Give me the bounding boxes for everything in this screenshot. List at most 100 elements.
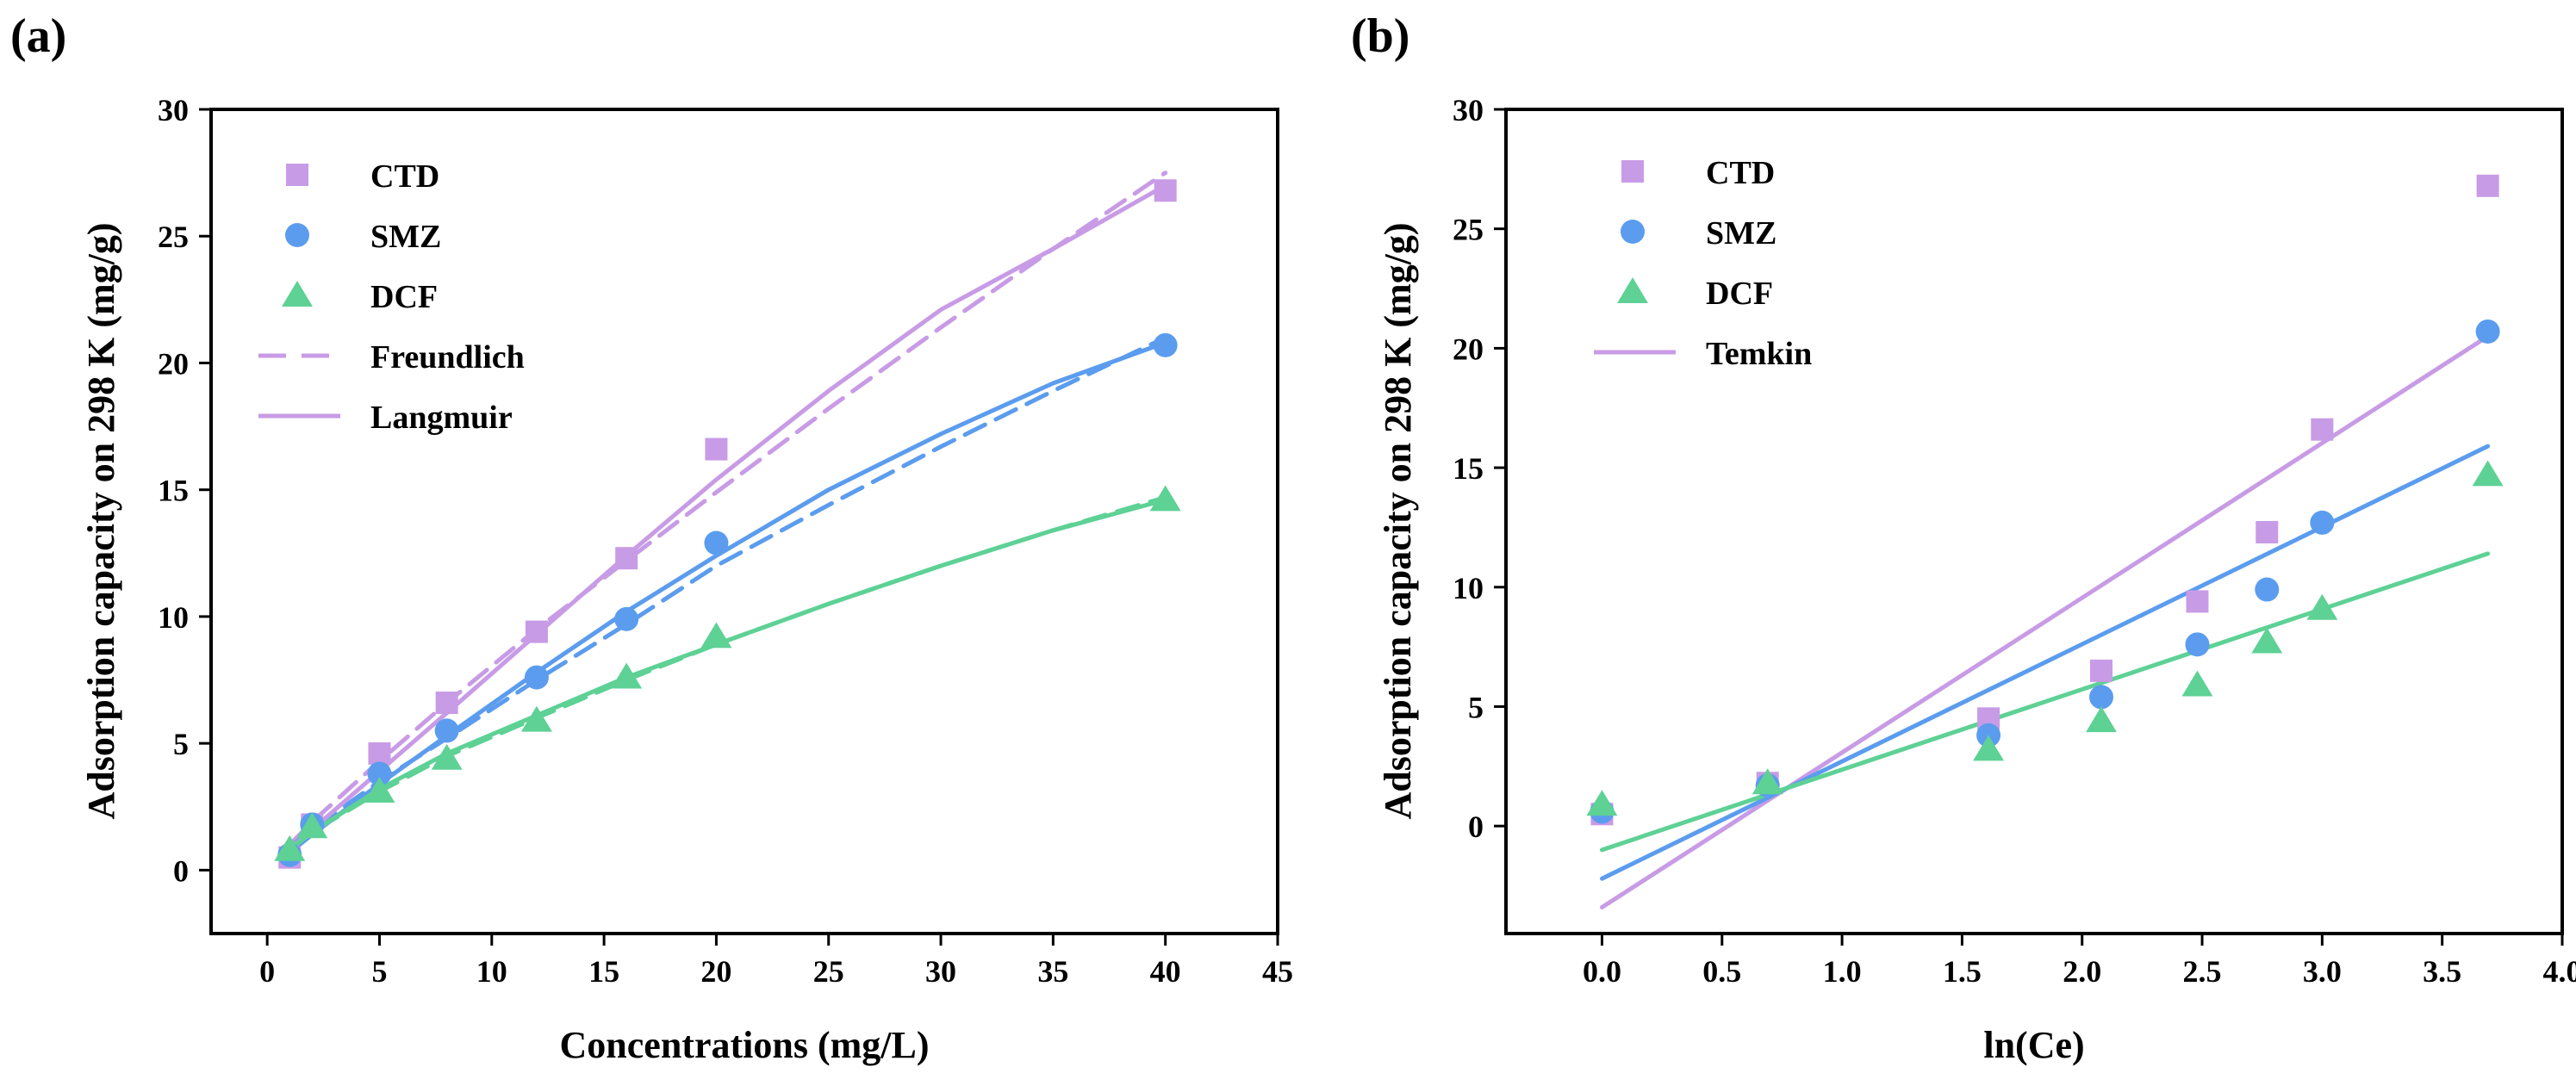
x-axis-label-b: ln(Ce)	[1983, 1024, 2084, 1066]
ctd-point	[615, 547, 638, 570]
y-tick-label: 30	[1453, 93, 1484, 127]
y-tick-label: 0	[1468, 810, 1484, 844]
y-tick-label: 30	[158, 93, 189, 127]
legend-label-smz: SMZ	[1706, 215, 1776, 251]
dcf-point	[700, 622, 732, 648]
ctd-point	[1154, 179, 1177, 202]
y-tick-label: 10	[158, 600, 189, 635]
chart-panel-b: (b) 0.0 0.5 1.0 1.5 2.0 2.5 3.0 3.5 4.0 0 5 10 15 20 2…	[1351, 9, 2576, 1066]
ctd-point	[2090, 659, 2113, 682]
dcf-point	[364, 777, 395, 803]
axes-ticks-b: 0.0 0.5 1.0 1.5 2.0 2.5 3.0 3.5 4.0 0 5 10 15 20 25 30	[1453, 93, 2576, 989]
dcf-point	[2181, 670, 2213, 697]
y-axis-label-a: Adsorption capacity on 298 K (mg/g)	[80, 223, 122, 820]
x-tick-label: 10	[476, 954, 507, 989]
dcf-point	[1973, 735, 2005, 761]
smz-point	[2475, 319, 2500, 344]
x-tick-label: 3.0	[2303, 954, 2342, 989]
x-tick-label: 4.0	[2543, 954, 2576, 989]
x-tick-label: 20	[700, 954, 731, 989]
x-tick-label: 0	[259, 954, 275, 989]
x-tick-label: 25	[813, 954, 844, 989]
chart-panel-a: (a) 0 5 10 15 20 25 30 35 40 45 0 5 10 15 20 25 30 CTD SM…	[10, 9, 1293, 1066]
y-tick-label: 20	[158, 346, 189, 381]
x-tick-label: 30	[925, 954, 956, 989]
plot-frame-b	[1504, 108, 2564, 935]
legend-label-ctd: CTD	[370, 158, 439, 195]
smz-point	[367, 761, 392, 786]
panel-label-b: (b)	[1351, 9, 1409, 63]
temkin-fit-smz	[1600, 444, 2491, 881]
x-tick-label: 45	[1262, 954, 1293, 989]
x-tick-label: 2.0	[2063, 954, 2101, 989]
ctd-point	[525, 620, 548, 643]
legend-label-freundlich: Freundlich	[370, 339, 525, 375]
temkin-fit-ctd	[1600, 334, 2491, 909]
x-tick-label: 0.5	[1702, 954, 1741, 989]
dcf-point	[2251, 627, 2283, 654]
dcf-point	[296, 812, 328, 839]
legend-label-smz: SMZ	[370, 219, 441, 255]
ctd-point	[2256, 520, 2279, 543]
dcf-point	[1149, 485, 1181, 512]
smz-point	[2089, 685, 2114, 710]
ctd-point	[2476, 174, 2499, 197]
ctd-point	[368, 741, 391, 765]
legend-a: CTD SMZ DCF Freundlich Langmuir	[258, 158, 525, 436]
y-axis-label-b: Adsorption capacity on 298 K (mg/g)	[1377, 223, 1419, 820]
axes-ticks-a: 0 5 10 15 20 25 30 35 40 45 0 5 10 15 20 25 30	[158, 93, 1293, 989]
smz-point	[1153, 332, 1178, 357]
dcf-point	[520, 705, 552, 732]
dcf-point	[611, 662, 643, 689]
legend-label-langmuir: Langmuir	[370, 400, 513, 436]
legend-label-dcf: DCF	[370, 279, 438, 315]
y-tick-label: 25	[1453, 213, 1484, 247]
ctd-point	[2311, 418, 2334, 441]
y-tick-label: 25	[158, 220, 189, 254]
smz-point	[524, 665, 549, 690]
smz-point	[704, 530, 729, 555]
ctd-point	[435, 692, 458, 715]
legend-b: CTD SMZ DCF Temkin	[1594, 155, 1812, 372]
legend-marker-smz	[1621, 220, 1645, 244]
smz-point	[2255, 577, 2280, 602]
smz-point	[614, 606, 639, 631]
data-points-b	[1586, 174, 2504, 826]
dcf-point	[431, 743, 463, 770]
legend-marker-dcf	[1617, 277, 1648, 303]
y-tick-label: 10	[1453, 571, 1484, 605]
x-tick-label: 1.5	[1943, 954, 1982, 989]
dcf-point	[1586, 790, 1618, 816]
legend-marker-ctd	[1621, 160, 1644, 183]
x-tick-label: 1.0	[1823, 954, 1862, 989]
panel-label-a: (a)	[10, 9, 66, 63]
temkin-fit-dcf	[1600, 551, 2491, 853]
x-tick-label: 35	[1037, 954, 1068, 989]
x-tick-label: 40	[1150, 954, 1181, 989]
freundlich-fit-ctd	[287, 171, 1168, 847]
x-axis-label-a: Concentrations (mg/L)	[560, 1024, 930, 1066]
dcf-point	[274, 835, 306, 861]
langmuir-fit-dcf	[287, 498, 1168, 853]
dcf-point	[1752, 768, 1783, 795]
y-tick-label: 5	[173, 727, 189, 761]
legend-marker-ctd	[286, 164, 308, 186]
dcf-point	[2306, 593, 2338, 620]
legend-marker-dcf	[282, 281, 313, 307]
y-tick-label: 15	[1453, 451, 1484, 486]
x-tick-label: 2.5	[2183, 954, 2222, 989]
smz-point	[434, 718, 459, 743]
legend-label-dcf: DCF	[1706, 276, 1773, 312]
legend-marker-smz	[285, 223, 309, 247]
ctd-point	[2186, 590, 2209, 613]
legend-label-temkin: Temkin	[1706, 336, 1812, 372]
plot-frame-a	[209, 108, 1279, 935]
smz-point	[2310, 510, 2335, 535]
fit-curves-a	[287, 171, 1168, 855]
dcf-point	[2086, 706, 2117, 733]
y-tick-label: 5	[1468, 690, 1484, 724]
legend-label-ctd: CTD	[1706, 155, 1775, 191]
freundlich-fit-smz	[287, 335, 1168, 850]
smz-point	[2185, 632, 2210, 657]
